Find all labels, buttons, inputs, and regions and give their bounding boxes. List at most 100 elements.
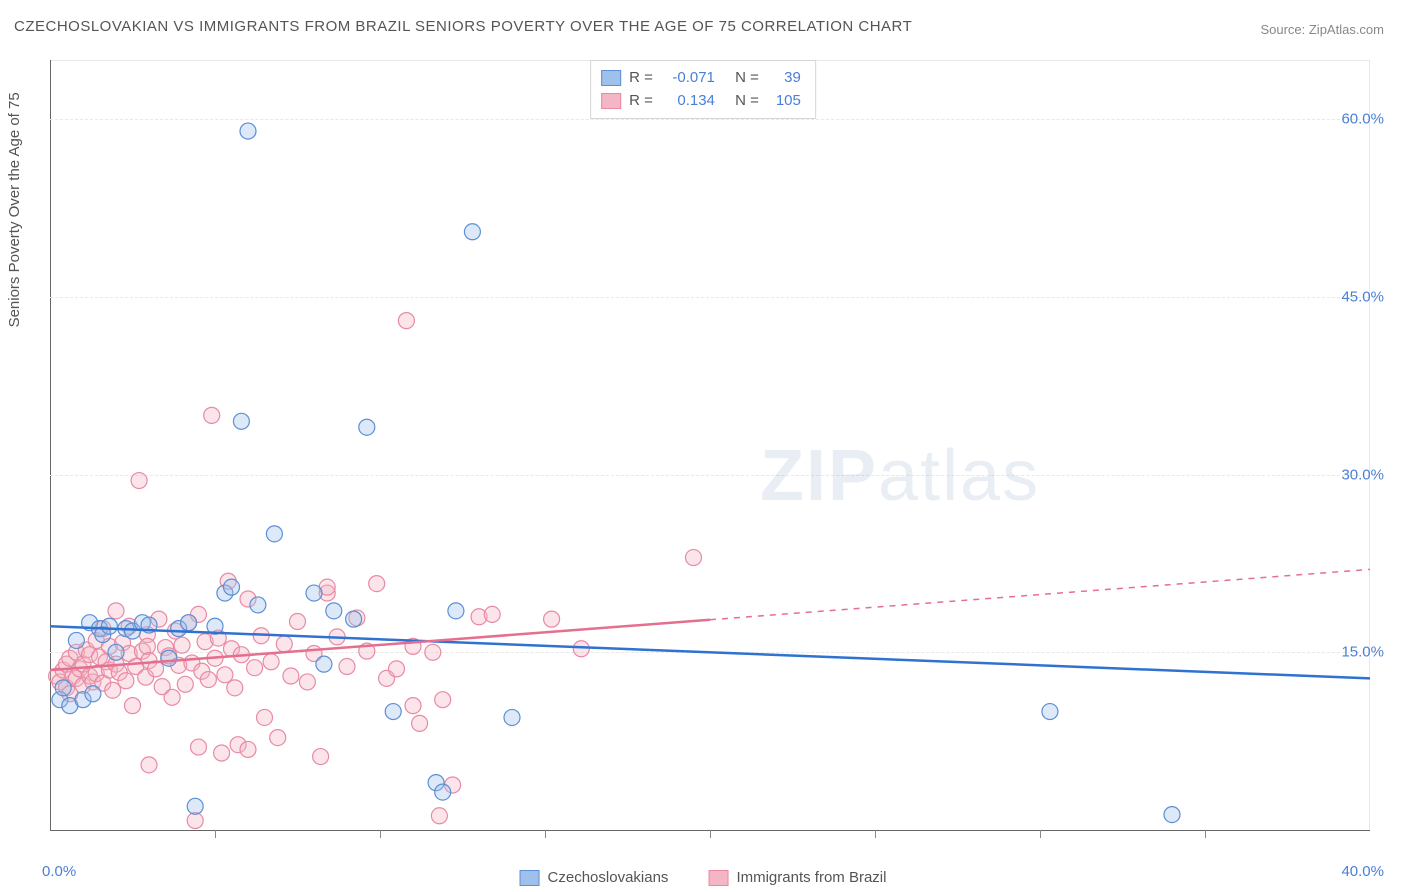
scatter-point-czechoslovakians [448, 603, 464, 619]
x-max-label: 40.0% [1341, 863, 1384, 880]
scatter-point-czechoslovakians [101, 618, 117, 634]
scatter-point-czechoslovakians [55, 680, 71, 696]
scatter-point-immigrants-brazil [131, 473, 147, 489]
stat-n-value-0: 39 [767, 67, 801, 90]
scatter-point-czechoslovakians [250, 597, 266, 613]
scatter-point-immigrants-brazil [227, 680, 243, 696]
series-legend-item-0: Czechoslovakians [520, 869, 669, 886]
scatter-point-immigrants-brazil [191, 739, 207, 755]
scatter-point-immigrants-brazil [125, 698, 141, 714]
stat-legend: R = -0.071 N = 39 R = 0.134 N = 105 [590, 60, 816, 119]
scatter-point-czechoslovakians [108, 644, 124, 660]
series-label-0: Czechoslovakians [548, 869, 669, 886]
stat-legend-row-1: R = 0.134 N = 105 [601, 90, 801, 113]
x-tick [215, 830, 216, 838]
chart-title: CZECHOSLOVAKIAN VS IMMIGRANTS FROM BRAZI… [14, 18, 912, 35]
regression-line-dashed-immigrants-brazil [710, 569, 1370, 619]
series-label-1: Immigrants from Brazil [736, 869, 886, 886]
scatter-point-czechoslovakians [266, 526, 282, 542]
scatter-point-czechoslovakians [504, 709, 520, 725]
scatter-point-immigrants-brazil [214, 745, 230, 761]
scatter-point-immigrants-brazil [686, 550, 702, 566]
swatch-immigrants-brazil [601, 93, 621, 109]
scatter-point-immigrants-brazil [174, 637, 190, 653]
scatter-point-immigrants-brazil [108, 603, 124, 619]
scatter-point-immigrants-brazil [257, 709, 273, 725]
scatter-point-czechoslovakians [240, 123, 256, 139]
scatter-point-immigrants-brazil [164, 689, 180, 705]
scatter-point-immigrants-brazil [573, 641, 589, 657]
scatter-point-immigrants-brazil [412, 715, 428, 731]
scatter-point-immigrants-brazil [283, 668, 299, 684]
scatter-point-immigrants-brazil [177, 676, 193, 692]
scatter-point-immigrants-brazil [118, 673, 134, 689]
swatch-immigrants-brazil [708, 870, 728, 886]
stat-r-label: R = [629, 90, 653, 113]
scatter-point-immigrants-brazil [263, 654, 279, 670]
scatter-point-immigrants-brazil [299, 674, 315, 690]
scatter-svg [50, 60, 1370, 830]
stat-n-value-1: 105 [767, 90, 801, 113]
source-attribution: Source: ZipAtlas.com [1260, 22, 1384, 37]
stat-r-label: R = [629, 67, 653, 90]
scatter-point-immigrants-brazil [339, 659, 355, 675]
scatter-point-immigrants-brazil [425, 644, 441, 660]
scatter-point-czechoslovakians [181, 615, 197, 631]
scatter-point-immigrants-brazil [369, 576, 385, 592]
scatter-point-czechoslovakians [224, 579, 240, 595]
stat-r-value-0: -0.071 [661, 67, 715, 90]
series-legend-item-1: Immigrants from Brazil [708, 869, 886, 886]
scatter-point-immigrants-brazil [405, 698, 421, 714]
x-tick [710, 830, 711, 838]
scatter-point-czechoslovakians [359, 419, 375, 435]
scatter-point-czechoslovakians [68, 632, 84, 648]
scatter-point-czechoslovakians [464, 224, 480, 240]
scatter-point-immigrants-brazil [290, 614, 306, 630]
y-axis-label: Seniors Poverty Over the Age of 75 [6, 92, 23, 327]
stat-r-value-1: 0.134 [661, 90, 715, 113]
scatter-point-czechoslovakians [1164, 807, 1180, 823]
scatter-point-immigrants-brazil [544, 611, 560, 627]
scatter-point-immigrants-brazil [200, 672, 216, 688]
scatter-point-czechoslovakians [385, 704, 401, 720]
scatter-point-czechoslovakians [187, 798, 203, 814]
scatter-point-czechoslovakians [346, 611, 362, 627]
scatter-point-czechoslovakians [161, 650, 177, 666]
source-name: ZipAtlas.com [1309, 22, 1384, 37]
correlation-chart: CZECHOSLOVAKIAN VS IMMIGRANTS FROM BRAZI… [0, 0, 1406, 892]
scatter-point-immigrants-brazil [270, 730, 286, 746]
scatter-point-czechoslovakians [306, 585, 322, 601]
x-tick [1040, 830, 1041, 838]
scatter-point-czechoslovakians [326, 603, 342, 619]
stat-legend-row-0: R = -0.071 N = 39 [601, 67, 801, 90]
swatch-czechoslovakians [601, 70, 621, 86]
x-tick [380, 830, 381, 838]
scatter-point-immigrants-brazil [204, 407, 220, 423]
stat-n-label: N = [735, 90, 759, 113]
scatter-point-immigrants-brazil [139, 638, 155, 654]
source-prefix: Source: [1260, 22, 1308, 37]
scatter-point-immigrants-brazil [240, 741, 256, 757]
scatter-point-czechoslovakians [316, 656, 332, 672]
swatch-czechoslovakians [520, 870, 540, 886]
scatter-point-immigrants-brazil [431, 808, 447, 824]
scatter-point-immigrants-brazil [141, 757, 157, 773]
scatter-point-immigrants-brazil [484, 606, 500, 622]
x-tick [1205, 830, 1206, 838]
scatter-point-czechoslovakians [85, 686, 101, 702]
scatter-point-immigrants-brazil [389, 661, 405, 677]
scatter-point-immigrants-brazil [187, 813, 203, 829]
scatter-point-immigrants-brazil [276, 636, 292, 652]
scatter-point-czechoslovakians [233, 413, 249, 429]
scatter-point-czechoslovakians [435, 784, 451, 800]
x-origin-label: 0.0% [42, 863, 76, 880]
scatter-point-immigrants-brazil [313, 749, 329, 765]
scatter-point-immigrants-brazil [435, 692, 451, 708]
scatter-point-czechoslovakians [1042, 704, 1058, 720]
scatter-point-immigrants-brazil [247, 660, 263, 676]
series-legend: Czechoslovakians Immigrants from Brazil [520, 869, 887, 886]
x-tick [875, 830, 876, 838]
scatter-point-immigrants-brazil [398, 313, 414, 329]
stat-n-label: N = [735, 67, 759, 90]
x-tick [545, 830, 546, 838]
